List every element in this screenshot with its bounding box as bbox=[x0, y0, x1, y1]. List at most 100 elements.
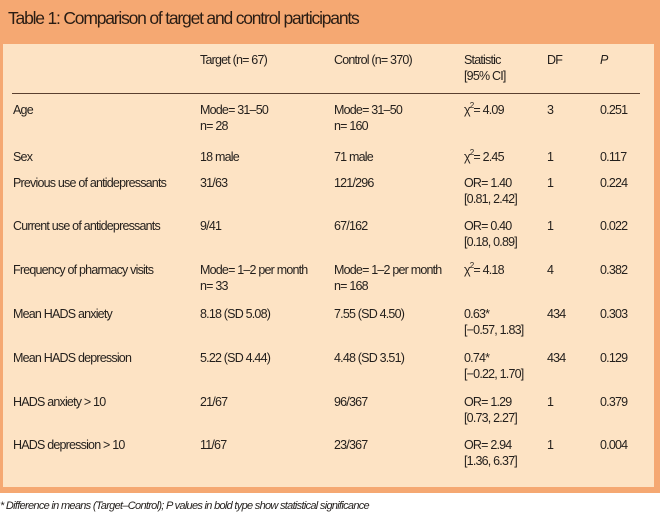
row-label-line1: Mean HADS depression bbox=[13, 351, 132, 365]
row-target: Mode= 1–2 per month n= 33 bbox=[200, 262, 308, 294]
row-df: 1 bbox=[547, 218, 554, 234]
header-p: P bbox=[600, 53, 608, 67]
row-label-line1: Sex bbox=[13, 150, 33, 164]
row-statistic: OR= 1.40 [0.81, 2.42] bbox=[464, 175, 518, 207]
statistic-value: = 4.18 bbox=[473, 263, 504, 277]
row-statistic-line2: [−0.22, 1.70] bbox=[464, 367, 524, 381]
row-control: 4.48 (SD 3.51) bbox=[334, 350, 405, 366]
row-control: Mode= 1–2 per month n= 168 bbox=[334, 262, 442, 294]
row-target-line1: 21/67 bbox=[200, 395, 228, 409]
table-panel: Target (n= 67) Control (n= 370) Statisti… bbox=[3, 44, 654, 487]
header-statistic-line2: [95% CI] bbox=[464, 69, 506, 83]
row-p: 0.129 bbox=[600, 350, 628, 366]
row-statistic-line1: OR= 0.40 bbox=[464, 219, 512, 233]
chi-squared-symbol: χ2 bbox=[464, 260, 474, 277]
row-p: 0.382 bbox=[600, 262, 628, 278]
header-target: Target (n= 67) bbox=[200, 53, 268, 67]
row-control-line1: 23/367 bbox=[334, 438, 368, 452]
row-statistic-line1: 0.74* bbox=[464, 351, 490, 365]
row-statistic: OR= 2.94 [1.36, 6.37] bbox=[464, 437, 518, 469]
row-target-line1: 18 male bbox=[200, 150, 240, 164]
row-p: 0.117 bbox=[600, 149, 627, 165]
row-label-line1: Previous use of antidepressants bbox=[13, 176, 167, 190]
header-divider bbox=[12, 93, 640, 94]
row-target-line1: 11/67 bbox=[200, 438, 227, 452]
row-target: 5.22 (SD 4.44) bbox=[200, 350, 271, 366]
chi-superscript: 2 bbox=[469, 100, 474, 110]
chi-superscript: 2 bbox=[469, 260, 474, 270]
row-statistic: χ2= 2.45 bbox=[464, 147, 505, 165]
row-target-line1: Mode= 31–50 bbox=[200, 103, 269, 117]
row-label-line1: Age bbox=[13, 103, 34, 117]
row-p: 0.022 bbox=[600, 218, 628, 234]
row-label: Sex bbox=[13, 149, 33, 165]
row-p-line1: 0.117 bbox=[600, 150, 627, 164]
row-label: Previous use of antidepressants bbox=[13, 175, 167, 191]
row-p-line1: 0.382 bbox=[600, 263, 628, 277]
row-df-line1: 1 bbox=[547, 395, 554, 409]
chi-superscript: 2 bbox=[469, 147, 474, 157]
row-control: 96/367 bbox=[334, 394, 368, 410]
row-p-line1: 0.303 bbox=[600, 307, 628, 321]
row-df-line1: 434 bbox=[547, 307, 566, 321]
row-label: Mean HADS depression bbox=[13, 350, 132, 366]
row-df: 1 bbox=[547, 437, 554, 453]
row-label: Current use of antidepressants bbox=[13, 218, 161, 234]
row-p: 0.004 bbox=[600, 437, 628, 453]
row-statistic-line1: χ2= 4.18 bbox=[464, 260, 505, 278]
row-p-line1: 0.004 bbox=[600, 438, 628, 452]
row-label: HADS depression > 10 bbox=[13, 437, 125, 453]
row-target: 9/41 bbox=[200, 218, 222, 234]
row-label: Mean HADS anxiety bbox=[13, 306, 113, 322]
row-control-line1: 4.48 (SD 3.51) bbox=[334, 351, 405, 365]
row-statistic: OR= 0.40 [0.18, 0.89] bbox=[464, 218, 518, 250]
row-p: 0.303 bbox=[600, 306, 628, 322]
row-control: 67/162 bbox=[334, 218, 368, 234]
row-target: 18 male bbox=[200, 149, 240, 165]
chi-symbol: χ bbox=[464, 263, 471, 277]
row-target: 21/67 bbox=[200, 394, 228, 410]
row-df: 434 bbox=[547, 306, 566, 322]
row-p: 0.379 bbox=[600, 394, 628, 410]
row-label-line1: Current use of antidepressants bbox=[13, 219, 161, 233]
row-statistic: OR= 1.29 [0.73, 2.27] bbox=[464, 394, 518, 426]
row-statistic-line2: [0.73, 2.27] bbox=[464, 411, 518, 425]
row-df: 1 bbox=[547, 149, 554, 165]
table-title: Table 1: Comparison of target and contro… bbox=[8, 8, 360, 28]
row-p: 0.251 bbox=[600, 102, 628, 118]
row-p-line1: 0.251 bbox=[600, 103, 628, 117]
chi-symbol: χ bbox=[464, 103, 471, 117]
table-frame: Table 1: Comparison of target and contro… bbox=[0, 0, 660, 493]
row-p-line1: 0.129 bbox=[600, 351, 628, 365]
row-control-line2: n= 168 bbox=[334, 279, 369, 293]
row-p: 0.224 bbox=[600, 175, 628, 191]
table-header-row: Target (n= 67) Control (n= 370) Statisti… bbox=[3, 44, 654, 94]
row-control-line1: 67/162 bbox=[334, 219, 368, 233]
table-footnote: * Difference in means (Target–Control); … bbox=[0, 500, 370, 512]
row-control: Mode= 31–50 n= 160 bbox=[334, 102, 403, 134]
row-df: 1 bbox=[547, 175, 554, 191]
row-df: 1 bbox=[547, 394, 554, 410]
row-control-line1: 96/367 bbox=[334, 395, 368, 409]
row-p-line1: 0.022 bbox=[600, 219, 628, 233]
row-df-line1: 3 bbox=[547, 103, 554, 117]
row-control-line1: 71 male bbox=[334, 150, 374, 164]
row-df: 3 bbox=[547, 102, 554, 118]
chi-symbol: χ bbox=[464, 150, 471, 164]
row-statistic-line1: OR= 1.40 bbox=[464, 176, 512, 190]
row-statistic-line1: OR= 1.29 bbox=[464, 395, 512, 409]
row-statistic: 0.74* [−0.22, 1.70] bbox=[464, 350, 524, 382]
row-df-line1: 1 bbox=[547, 150, 554, 164]
row-df: 4 bbox=[547, 262, 554, 278]
row-control: 121/296 bbox=[334, 175, 374, 191]
row-control-line1: 121/296 bbox=[334, 176, 374, 190]
row-label: HADS anxiety > 10 bbox=[13, 394, 106, 410]
row-target-line2: n= 28 bbox=[200, 119, 228, 133]
row-statistic-line1: 0.63* bbox=[464, 307, 490, 321]
row-target-line1: Mode= 1–2 per month bbox=[200, 263, 308, 277]
row-statistic: 0.63* [−0.57, 1.83] bbox=[464, 306, 524, 338]
row-label-line1: Mean HADS anxiety bbox=[13, 307, 113, 321]
statistic-value: = 2.45 bbox=[473, 150, 504, 164]
row-statistic-line2: [0.18, 0.89] bbox=[464, 235, 518, 249]
row-statistic-line1: OR= 2.94 bbox=[464, 438, 512, 452]
